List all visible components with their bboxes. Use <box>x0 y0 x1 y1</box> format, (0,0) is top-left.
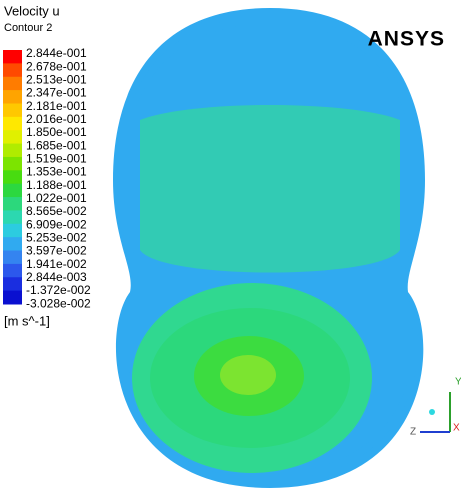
legend-level: -1.372e-002 <box>26 283 91 297</box>
legend-level: 2.678e-001 <box>26 59 87 73</box>
colorbar-band <box>3 103 22 118</box>
legend-level: 2.016e-001 <box>26 112 87 126</box>
triad-dot <box>429 409 435 415</box>
legend-level: 1.850e-001 <box>26 125 87 139</box>
colorbar-band <box>3 223 22 238</box>
contour-body <box>113 8 425 488</box>
colorbar-band <box>3 50 22 64</box>
colorbar-band <box>3 183 22 198</box>
legend-title: Velocity u <box>4 3 60 18</box>
colorbar-band <box>3 116 22 131</box>
legend-level: 1.188e-001 <box>26 178 87 192</box>
legend-level: 8.565e-002 <box>26 204 87 218</box>
colorbar-band <box>3 197 22 211</box>
colorbar-band <box>3 63 22 78</box>
legend-level: 1.685e-001 <box>26 138 87 152</box>
legend-level: -3.028e-002 <box>26 296 91 310</box>
colorbar-band <box>3 90 22 104</box>
colorbar: 2.844e-0012.678e-0012.513e-0012.347e-001… <box>3 46 91 310</box>
colorbar-band <box>3 156 22 171</box>
colorbar-band <box>3 290 22 305</box>
colorbar-band <box>3 76 22 91</box>
legend-level: 2.844e-003 <box>26 270 87 284</box>
colorbar-band <box>3 250 22 265</box>
legend-level: 1.519e-001 <box>26 152 87 166</box>
axis-label: Z <box>410 427 416 438</box>
legend-level: 5.253e-002 <box>26 231 87 245</box>
legend-level: 6.909e-002 <box>26 217 87 231</box>
colorbar-band <box>3 237 22 252</box>
colorbar-band <box>3 277 22 292</box>
logo: ANSYS <box>368 28 445 51</box>
legend-level: 3.597e-002 <box>26 244 87 258</box>
colorbar-band <box>3 130 22 145</box>
legend-level: 2.347e-001 <box>26 86 87 100</box>
colorbar-band <box>3 263 22 278</box>
legend-level: 1.022e-001 <box>26 191 87 205</box>
core-zone <box>220 355 276 395</box>
legend-level: 1.941e-002 <box>26 257 87 271</box>
colorbar-band <box>3 210 22 225</box>
colorbar-band <box>3 170 22 185</box>
colorbar-band <box>3 143 22 158</box>
legend-level: 1.353e-001 <box>26 165 87 179</box>
legend-level: 2.181e-001 <box>26 99 87 113</box>
axis-triad: Y Z X <box>410 377 461 438</box>
legend-subtitle: Contour 2 <box>4 22 52 34</box>
legend-level: 2.844e-001 <box>26 46 87 60</box>
axis-label: Y <box>455 377 461 388</box>
legend-level: 2.513e-001 <box>26 73 87 87</box>
axis-label: X <box>453 423 460 434</box>
legend-units: [m s^-1] <box>4 313 50 328</box>
upper-zone <box>140 105 400 273</box>
